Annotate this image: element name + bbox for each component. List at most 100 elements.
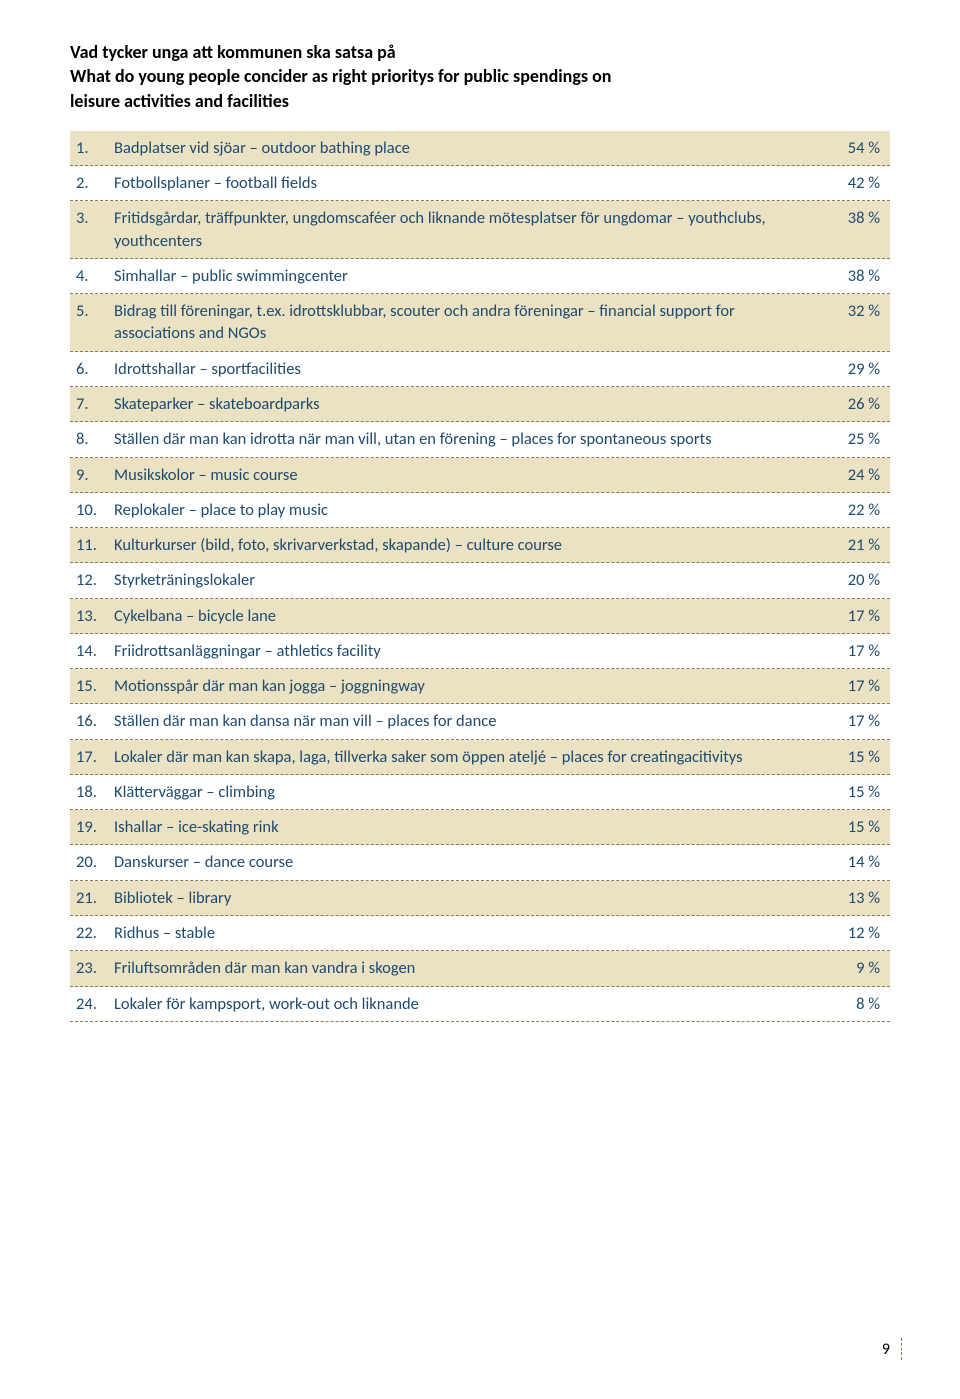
table-row: 18.Klätterväggar – climbing15 % — [70, 775, 890, 810]
row-number: 8. — [70, 428, 114, 450]
table-row: 14.Friidrottsanläggningar – athletics fa… — [70, 634, 890, 669]
row-description: Klätterväggar – climbing — [114, 781, 820, 803]
row-percentage: 17 % — [820, 605, 890, 627]
table-row: 5.Bidrag till föreningar, t.ex. idrottsk… — [70, 294, 890, 352]
row-number: 7. — [70, 393, 114, 415]
table-row: 2.Fotbollsplaner – football fields42 % — [70, 166, 890, 201]
table-row: 12.Styrketräningslokaler20 % — [70, 563, 890, 598]
row-description: Fritidsgårdar, träffpunkter, ungdomscafé… — [114, 207, 820, 252]
row-percentage: 8 % — [820, 993, 890, 1015]
page-heading: Vad tycker unga att kommunen ska satsa p… — [70, 40, 890, 113]
row-percentage: 12 % — [820, 922, 890, 944]
row-description: Cykelbana – bicycle lane — [114, 605, 820, 627]
row-number: 2. — [70, 172, 114, 194]
page-number: 9 — [882, 1340, 890, 1359]
row-number: 14. — [70, 640, 114, 662]
table-row: 22.Ridhus – stable12 % — [70, 916, 890, 951]
row-number: 1. — [70, 137, 114, 159]
row-description: Badplatser vid sjöar – outdoor bathing p… — [114, 137, 820, 159]
row-percentage: 17 % — [820, 710, 890, 732]
row-description: Lokaler för kampsport, work-out och likn… — [114, 993, 820, 1015]
row-percentage: 9 % — [820, 957, 890, 979]
row-number: 9. — [70, 464, 114, 486]
row-description: Musikskolor – music course — [114, 464, 820, 486]
row-percentage: 32 % — [820, 300, 890, 322]
row-number: 10. — [70, 499, 114, 521]
table-row: 1.Badplatser vid sjöar – outdoor bathing… — [70, 131, 890, 166]
row-description: Idrottshallar – sportfacilities — [114, 358, 820, 380]
row-number: 18. — [70, 781, 114, 803]
table-row: 20.Danskurser – dance course14 % — [70, 845, 890, 880]
row-number: 16. — [70, 710, 114, 732]
row-description: Replokaler – place to play music — [114, 499, 820, 521]
row-description: Ställen där man kan idrotta när man vill… — [114, 428, 820, 450]
row-percentage: 22 % — [820, 499, 890, 521]
table-row: 13.Cykelbana – bicycle lane17 % — [70, 599, 890, 634]
row-percentage: 15 % — [820, 816, 890, 838]
row-number: 21. — [70, 887, 114, 909]
table-row: 11.Kulturkurser (bild, foto, skrivarverk… — [70, 528, 890, 563]
row-number: 15. — [70, 675, 114, 697]
table-row: 24.Lokaler för kampsport, work-out och l… — [70, 987, 890, 1022]
table-row: 10.Replokaler – place to play music22 % — [70, 493, 890, 528]
row-description: Friidrottsanläggningar – athletics facil… — [114, 640, 820, 662]
row-percentage: 13 % — [820, 887, 890, 909]
row-number: 19. — [70, 816, 114, 838]
row-description: Lokaler där man kan skapa, laga, tillver… — [114, 746, 820, 768]
row-description: Fotbollsplaner – football fields — [114, 172, 820, 194]
row-number: 5. — [70, 300, 114, 322]
row-description: Styrketräningslokaler — [114, 569, 820, 591]
row-number: 24. — [70, 993, 114, 1015]
row-number: 6. — [70, 358, 114, 380]
row-percentage: 29 % — [820, 358, 890, 380]
row-percentage: 38 % — [820, 207, 890, 229]
table-row: 7.Skateparker – skateboardparks26 % — [70, 387, 890, 422]
row-percentage: 38 % — [820, 265, 890, 287]
row-description: Danskurser – dance course — [114, 851, 820, 873]
row-number: 13. — [70, 605, 114, 627]
row-percentage: 14 % — [820, 851, 890, 873]
row-percentage: 15 % — [820, 781, 890, 803]
row-percentage: 21 % — [820, 534, 890, 556]
row-number: 17. — [70, 746, 114, 768]
row-percentage: 17 % — [820, 675, 890, 697]
row-number: 20. — [70, 851, 114, 873]
row-description: Motionsspår där man kan jogga – joggning… — [114, 675, 820, 697]
heading-line-1: Vad tycker unga att kommunen ska satsa p… — [70, 40, 890, 64]
table-row: 9.Musikskolor – music course24 % — [70, 458, 890, 493]
row-description: Simhallar – public swimmingcenter — [114, 265, 820, 287]
table-row: 21.Bibliotek – library13 % — [70, 881, 890, 916]
row-number: 4. — [70, 265, 114, 287]
row-description: Ridhus – stable — [114, 922, 820, 944]
row-description: Friluftsområden där man kan vandra i sko… — [114, 957, 820, 979]
table-row: 17.Lokaler där man kan skapa, laga, till… — [70, 740, 890, 775]
row-percentage: 26 % — [820, 393, 890, 415]
table-row: 3.Fritidsgårdar, träffpunkter, ungdomsca… — [70, 201, 890, 259]
row-percentage: 42 % — [820, 172, 890, 194]
row-number: 12. — [70, 569, 114, 591]
table-row: 15.Motionsspår där man kan jogga – joggn… — [70, 669, 890, 704]
row-description: Bidrag till föreningar, t.ex. idrottsklu… — [114, 300, 820, 345]
row-percentage: 54 % — [820, 137, 890, 159]
row-description: Ställen där man kan dansa när man vill –… — [114, 710, 820, 732]
row-number: 11. — [70, 534, 114, 556]
row-description: Bibliotek – library — [114, 887, 820, 909]
priority-table: 1.Badplatser vid sjöar – outdoor bathing… — [70, 131, 890, 1022]
table-row: 8.Ställen där man kan idrotta när man vi… — [70, 422, 890, 457]
heading-line-3: leisure activities and facilities — [70, 89, 890, 113]
heading-line-2: What do young people concider as right p… — [70, 64, 890, 88]
row-description: Ishallar – ice-skating rink — [114, 816, 820, 838]
table-row: 19.Ishallar – ice-skating rink15 % — [70, 810, 890, 845]
row-number: 3. — [70, 207, 114, 229]
table-row: 6.Idrottshallar – sportfacilities29 % — [70, 352, 890, 387]
row-percentage: 15 % — [820, 746, 890, 768]
table-row: 16.Ställen där man kan dansa när man vil… — [70, 704, 890, 739]
table-row: 23.Friluftsområden där man kan vandra i … — [70, 951, 890, 986]
row-description: Skateparker – skateboardparks — [114, 393, 820, 415]
row-percentage: 24 % — [820, 464, 890, 486]
row-number: 23. — [70, 957, 114, 979]
table-row: 4.Simhallar – public swimmingcenter38 % — [70, 259, 890, 294]
row-percentage: 25 % — [820, 428, 890, 450]
row-percentage: 20 % — [820, 569, 890, 591]
row-description: Kulturkurser (bild, foto, skrivarverksta… — [114, 534, 820, 556]
